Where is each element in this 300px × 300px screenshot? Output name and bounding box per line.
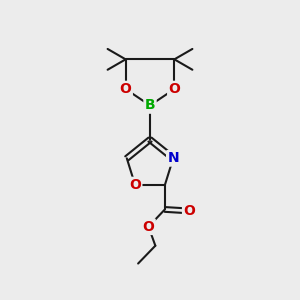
Text: O: O (183, 204, 195, 218)
Text: O: O (129, 178, 141, 192)
Text: N: N (167, 151, 179, 165)
Text: B: B (145, 98, 155, 112)
Text: O: O (142, 220, 154, 234)
Text: O: O (168, 82, 180, 96)
Text: O: O (120, 82, 132, 96)
